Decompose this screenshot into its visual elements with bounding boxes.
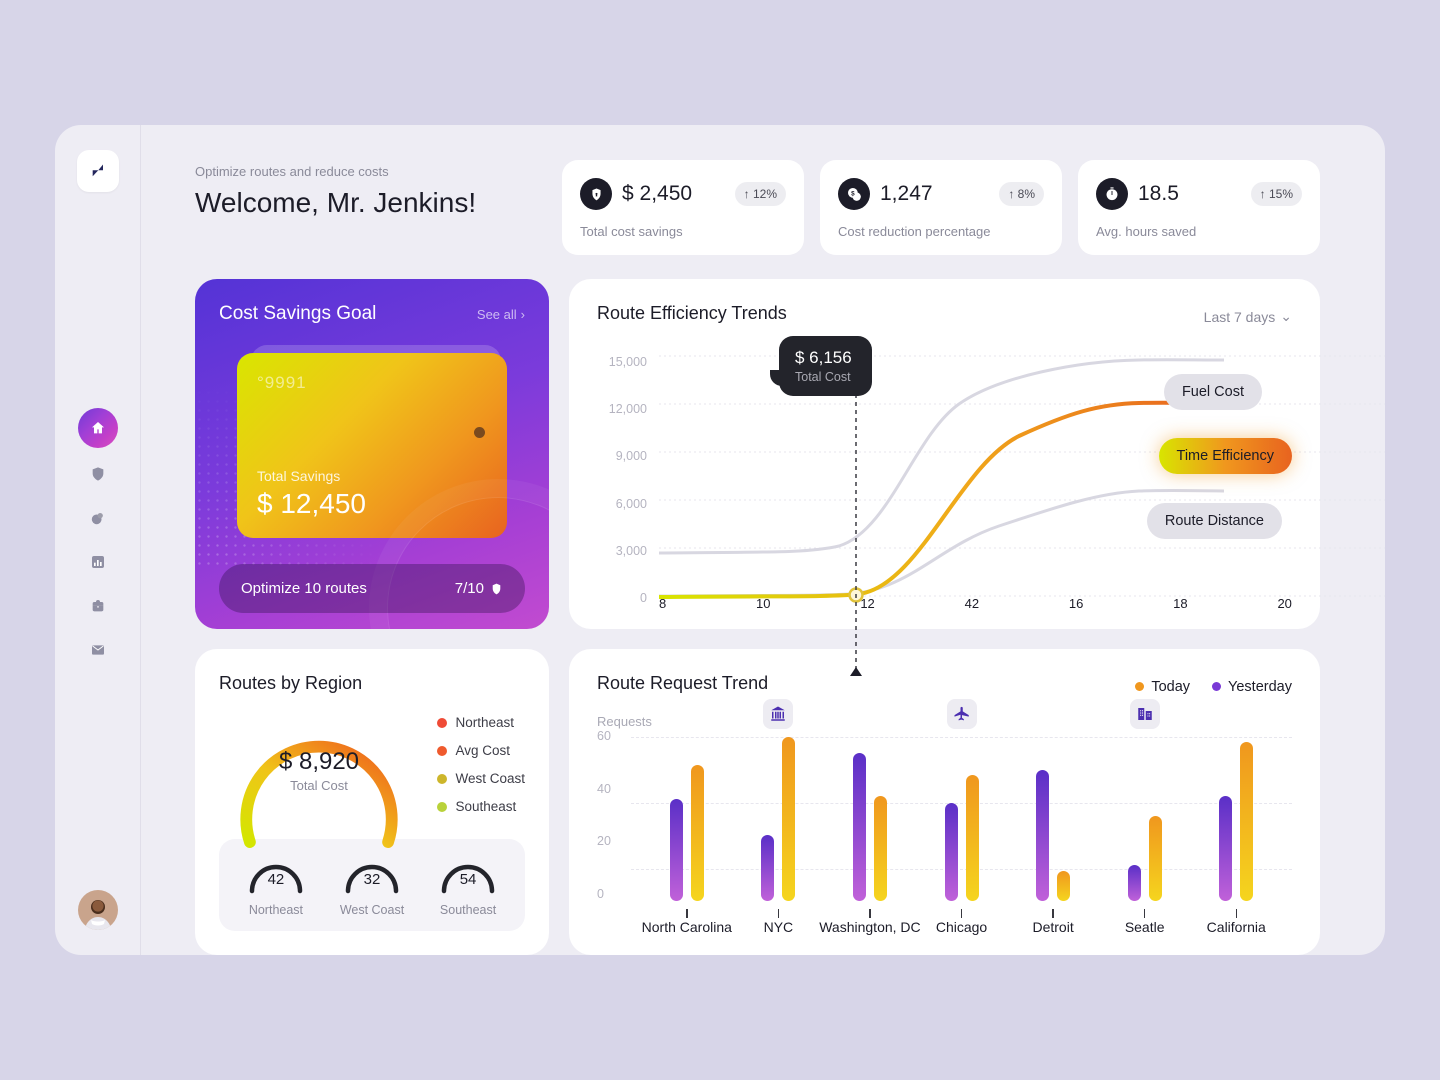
- svg-text:$: $: [851, 190, 855, 197]
